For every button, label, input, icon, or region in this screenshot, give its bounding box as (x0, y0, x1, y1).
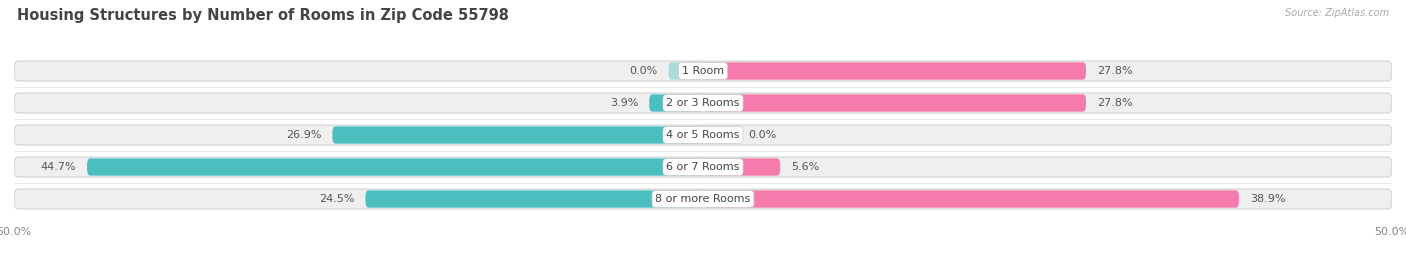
FancyBboxPatch shape (650, 94, 703, 112)
FancyBboxPatch shape (87, 158, 703, 176)
Text: 0.0%: 0.0% (748, 130, 776, 140)
FancyBboxPatch shape (669, 62, 703, 80)
Text: 27.8%: 27.8% (1097, 66, 1133, 76)
FancyBboxPatch shape (332, 126, 703, 144)
Text: 5.6%: 5.6% (792, 162, 820, 172)
Text: Source: ZipAtlas.com: Source: ZipAtlas.com (1285, 8, 1389, 18)
FancyBboxPatch shape (14, 189, 1392, 209)
Text: 3.9%: 3.9% (610, 98, 638, 108)
FancyBboxPatch shape (703, 94, 1085, 112)
Text: 4 or 5 Rooms: 4 or 5 Rooms (666, 130, 740, 140)
FancyBboxPatch shape (703, 190, 1239, 208)
Text: 44.7%: 44.7% (41, 162, 76, 172)
FancyBboxPatch shape (14, 93, 1392, 113)
FancyBboxPatch shape (14, 125, 1392, 145)
Text: 6 or 7 Rooms: 6 or 7 Rooms (666, 162, 740, 172)
Text: 24.5%: 24.5% (319, 194, 354, 204)
Text: Housing Structures by Number of Rooms in Zip Code 55798: Housing Structures by Number of Rooms in… (17, 8, 509, 23)
FancyBboxPatch shape (366, 190, 703, 208)
Text: 2 or 3 Rooms: 2 or 3 Rooms (666, 98, 740, 108)
Text: 27.8%: 27.8% (1097, 98, 1133, 108)
Text: 38.9%: 38.9% (1250, 194, 1285, 204)
FancyBboxPatch shape (703, 158, 780, 176)
Text: 26.9%: 26.9% (285, 130, 322, 140)
FancyBboxPatch shape (703, 126, 738, 144)
FancyBboxPatch shape (14, 157, 1392, 177)
FancyBboxPatch shape (14, 61, 1392, 81)
Text: 0.0%: 0.0% (630, 66, 658, 76)
FancyBboxPatch shape (703, 62, 1085, 80)
Text: 8 or more Rooms: 8 or more Rooms (655, 194, 751, 204)
Text: 1 Room: 1 Room (682, 66, 724, 76)
